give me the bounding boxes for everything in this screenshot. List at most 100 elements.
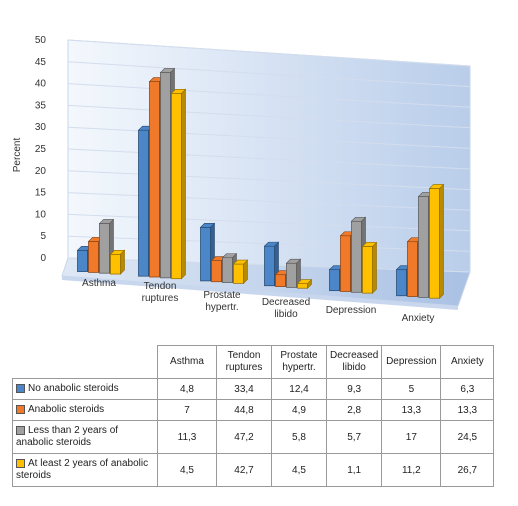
bar-chart: 0 5 10 15 20 25 30 35 40 45 50 Percent Asthma Tendo… — [12, 35, 471, 324]
gridline — [67, 39, 471, 67]
gridline — [67, 61, 471, 88]
bar-top — [232, 259, 249, 265]
bar-front — [88, 241, 99, 273]
bar-top — [199, 223, 216, 228]
bar — [428, 183, 445, 299]
table-cell: 47,2 — [216, 420, 272, 454]
table-cell: 12,4 — [271, 378, 327, 400]
bar-front — [264, 245, 275, 287]
y-axis: 0 5 10 15 20 25 30 35 40 45 50 — [35, 35, 47, 264]
table-cell: 7 — [157, 399, 217, 421]
table-cell: 44,8 — [216, 399, 272, 421]
bar — [285, 258, 302, 289]
table-header-cell: Prostate hypertr. — [271, 345, 327, 379]
bar-front — [211, 260, 222, 283]
x-tick-label: Anxiety — [402, 313, 435, 324]
table-cell: 6,3 — [440, 378, 495, 400]
y-axis-label: Percent — [12, 138, 23, 173]
series-name: At least 2 years of anabolic steroids — [16, 458, 149, 481]
x-tick-label: Prostate hypertr. — [203, 290, 241, 313]
table-cell: 4,5 — [271, 453, 327, 487]
y-tick-label: 10 — [35, 209, 47, 220]
gridline — [67, 126, 471, 149]
bar-front — [200, 226, 211, 282]
bar-top — [221, 253, 238, 258]
bar — [170, 88, 187, 280]
bar-front — [407, 241, 418, 297]
bar-front — [149, 81, 160, 278]
x-tick-label: Tendon ruptures — [142, 281, 179, 304]
table-cell: 4,5 — [157, 453, 217, 487]
table-header-cell: Tendon ruptures — [216, 345, 272, 379]
table-cell: 33,4 — [216, 378, 272, 400]
y-tick-label: 45 — [35, 57, 47, 68]
bar-front — [160, 72, 171, 279]
bar-front — [77, 249, 88, 272]
table-header-cell: Decreased libido — [325, 345, 383, 379]
bar-front — [329, 269, 340, 292]
table-cell: 5,8 — [271, 420, 327, 454]
x-tick-label: Asthma — [82, 278, 116, 289]
bar-side — [439, 183, 444, 299]
x-tick-label: Decreased libido — [262, 297, 310, 320]
bar-front — [222, 257, 233, 283]
series-label: Anabolic steroids — [12, 399, 158, 421]
legend-swatch — [16, 458, 25, 468]
table-cell: 42,7 — [216, 453, 272, 487]
bar-front — [99, 223, 110, 274]
y-tick-label: 30 — [35, 122, 47, 133]
y-tick-label: 35 — [35, 100, 47, 111]
bar-front — [138, 129, 149, 277]
bar-top — [361, 242, 378, 247]
gridline — [67, 213, 471, 232]
table-cell: 11,2 — [381, 453, 442, 487]
back-wall — [67, 39, 471, 273]
gridline — [67, 148, 471, 170]
table-header-cell: Asthma — [157, 345, 217, 379]
gridline — [67, 170, 471, 191]
gridline — [67, 104, 471, 129]
bar-front — [297, 283, 308, 289]
legend-swatch — [16, 404, 25, 414]
table-header-row: Asthma Tendon ruptures Prostate hypertr.… — [12, 345, 495, 379]
y-tick-label: 20 — [35, 166, 47, 177]
bar — [109, 249, 126, 275]
series-label: No anabolic steroids — [12, 378, 158, 400]
bar-side — [372, 241, 377, 294]
table-cell: 13,3 — [381, 399, 442, 421]
bar-front — [110, 253, 121, 275]
chart-gridlines — [67, 39, 471, 273]
series-label: At least 2 years of anabolic steroids — [12, 453, 158, 487]
table-row: Less than 2 years of anabolic steroids 1… — [12, 420, 495, 454]
table-cell: 26,7 — [440, 453, 495, 487]
bar-front — [286, 262, 297, 288]
series-name: Anabolic steroids — [28, 404, 105, 415]
bar-top — [263, 241, 280, 247]
series-label: Less than 2 years of anabolic steroids — [12, 420, 158, 454]
bar-front — [351, 220, 362, 293]
x-tick-label: Depression — [326, 305, 377, 316]
table-cell: 11,3 — [157, 420, 217, 454]
chart-bars — [76, 67, 445, 299]
bar — [296, 278, 313, 289]
table-cell: 13,3 — [440, 399, 495, 421]
bar-front — [275, 274, 286, 287]
bar — [361, 241, 378, 294]
table-header-cell: Anxiety — [440, 345, 495, 379]
table-cell: 24,5 — [440, 420, 495, 454]
y-tick-label: 15 — [35, 188, 47, 199]
bar-top — [159, 68, 176, 73]
bar-front — [340, 235, 351, 292]
table-row: At least 2 years of anabolic steroids 4,… — [12, 453, 495, 487]
table-cell: 17 — [381, 420, 442, 454]
legend-swatch — [16, 425, 25, 435]
gridline — [67, 83, 471, 108]
bar-front — [171, 92, 182, 280]
table-cell: 4,9 — [271, 399, 327, 421]
bar-top — [350, 216, 367, 222]
bar-top — [170, 88, 187, 94]
bar-top — [285, 258, 302, 264]
bar-top — [296, 279, 313, 284]
series-name: No anabolic steroids — [28, 383, 119, 394]
bar-top — [109, 249, 126, 255]
